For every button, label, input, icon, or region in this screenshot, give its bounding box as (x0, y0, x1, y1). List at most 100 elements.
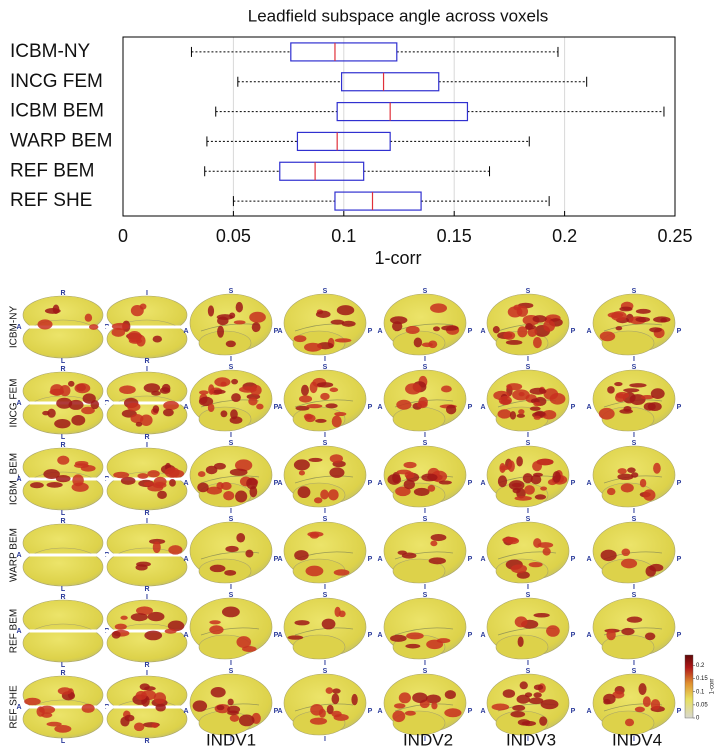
sulcus (294, 627, 354, 636)
activation-patch (231, 393, 241, 403)
activation-patch (539, 716, 548, 726)
activation-patch (517, 719, 531, 726)
orientation-letter: I (324, 736, 326, 743)
orientation-letter: I (230, 508, 232, 515)
brain-map (383, 445, 467, 508)
activation-patch (549, 393, 566, 405)
brain-map (19, 599, 107, 663)
activation-patch (512, 487, 521, 494)
activation-patch (245, 549, 254, 558)
brain-map (103, 675, 191, 739)
activation-patch (309, 717, 328, 725)
orientation-letter: I (424, 584, 426, 591)
orientation-letter: A (480, 708, 485, 715)
orientation-letter: P (571, 708, 576, 715)
activation-patch (405, 325, 420, 335)
orientation-letter: S (423, 440, 428, 447)
brain-map (103, 523, 191, 587)
activation-patch (620, 558, 638, 569)
temporal-lobe (392, 406, 446, 432)
column-label: INDV1 (206, 730, 256, 749)
brain-map (283, 597, 367, 660)
activation-patch (640, 394, 654, 400)
activation-patch (351, 693, 358, 706)
activation-patch (507, 460, 515, 472)
activation-patch (52, 304, 60, 314)
brain-map (486, 521, 570, 584)
activation-patch (153, 476, 167, 487)
activation-patch (139, 303, 147, 310)
activation-patch (43, 469, 60, 479)
temporal-lobe (292, 634, 346, 660)
activation-patch (491, 703, 510, 711)
orientation-letter: P (677, 556, 682, 563)
brain-map (283, 445, 367, 508)
activation-patch (225, 340, 236, 348)
activation-patch (528, 561, 543, 568)
activation-patch (320, 489, 329, 500)
activation-patch (510, 564, 528, 574)
brain-map (486, 445, 570, 508)
activation-patch (67, 380, 75, 387)
orientation-letter: A (586, 556, 591, 563)
brain-map (592, 369, 676, 432)
activation-patch (306, 404, 323, 409)
orientation-letter: P (468, 480, 473, 487)
activation-patch (431, 702, 438, 710)
orientation-letter: A (16, 476, 21, 483)
activation-patch (653, 462, 661, 474)
brain-map (189, 445, 273, 508)
row-label: REF BEM (9, 609, 20, 653)
orientation-letter: I (633, 584, 635, 591)
activation-patch (88, 324, 99, 330)
orientation-letter: I (527, 736, 529, 743)
orientation-letter: I (146, 442, 148, 449)
activation-patch (30, 482, 44, 489)
activation-patch (631, 472, 639, 478)
activation-patch (303, 413, 313, 420)
activation-patch (533, 538, 542, 548)
brain-hemisphere (22, 319, 104, 359)
orientation-letter: R (144, 662, 149, 669)
activation-patch (615, 326, 623, 331)
orientation-letter: P (677, 480, 682, 487)
activation-patch (405, 643, 421, 649)
activation-patch (426, 639, 444, 650)
orientation-letter: P (571, 632, 576, 639)
activation-patch (46, 482, 63, 488)
orientation-letter: R (60, 442, 65, 449)
activation-patch (197, 471, 206, 478)
activation-patch (398, 692, 411, 704)
colorbar-tick-label: 0.2 (696, 663, 705, 669)
activation-patch (623, 388, 640, 393)
orientation-letter: P (677, 708, 682, 715)
orientation-letter: I (424, 432, 426, 439)
orientation-letter: P (274, 328, 279, 335)
orientation-letter: P (274, 404, 279, 411)
orientation-letter: A (16, 324, 21, 331)
box (290, 42, 398, 62)
activation-patch (216, 704, 225, 711)
orientation-letter: S (526, 668, 531, 675)
activation-patch (304, 342, 322, 352)
brain-map (19, 523, 107, 587)
activation-patch (441, 325, 459, 331)
activation-patch (114, 623, 127, 630)
sulcus (294, 475, 354, 484)
activation-patch (510, 711, 526, 718)
activation-patch (336, 305, 355, 316)
activation-patch (540, 699, 559, 710)
sulcus (200, 551, 260, 560)
activation-patch (392, 321, 403, 332)
activation-patch (403, 479, 415, 490)
orientation-letter: I (230, 432, 232, 439)
orientation-letter: P (368, 632, 373, 639)
orientation-letter: R (144, 434, 149, 441)
activation-patch (209, 564, 226, 573)
orientation-letter: S (423, 592, 428, 599)
orientation-letter: P (368, 556, 373, 563)
activation-patch (113, 471, 130, 479)
activation-patch (120, 615, 128, 620)
activation-patch (143, 481, 155, 487)
activation-patch (227, 698, 234, 706)
